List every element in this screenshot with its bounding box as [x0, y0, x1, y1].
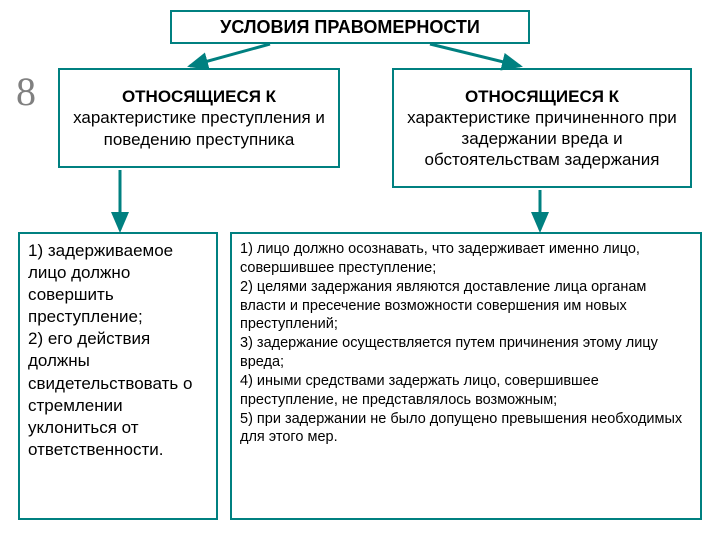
detail-right-text: 1) лицо должно осознавать, что задержива…	[240, 241, 682, 445]
title-text: УСЛОВИЯ ПРАВОМЕРНОСТИ	[220, 17, 480, 38]
slide-number: 8	[0, 68, 52, 120]
detail-right-box: 1) лицо должно осознавать, что задержива…	[230, 232, 702, 520]
category-left-rest: характеристике преступления и поведению …	[73, 108, 325, 148]
category-right-content: ОТНОСЯЩИЕСЯ К характеристике причиненног…	[394, 86, 690, 171]
arrow-1	[430, 44, 520, 66]
category-left-box: ОТНОСЯЩИЕСЯ К характеристике преступлени…	[58, 68, 340, 168]
arrow-0	[190, 44, 270, 66]
title-box: УСЛОВИЯ ПРАВОМЕРНОСТИ	[170, 10, 530, 44]
detail-left-box: 1) задерживаемое лицо должно совершить п…	[18, 232, 218, 520]
category-right-rest: характеристике причиненного при задержан…	[407, 108, 677, 170]
category-left-content: ОТНОСЯЩИЕСЯ К характеристике преступлени…	[60, 86, 338, 150]
category-right-bold: ОТНОСЯЩИЕСЯ К	[465, 87, 619, 106]
category-left-bold: ОТНОСЯЩИЕСЯ К	[122, 87, 276, 106]
detail-left-text: 1) задерживаемое лицо должно совершить п…	[28, 241, 192, 459]
category-right-box: ОТНОСЯЩИЕСЯ К характеристике причиненног…	[392, 68, 692, 188]
